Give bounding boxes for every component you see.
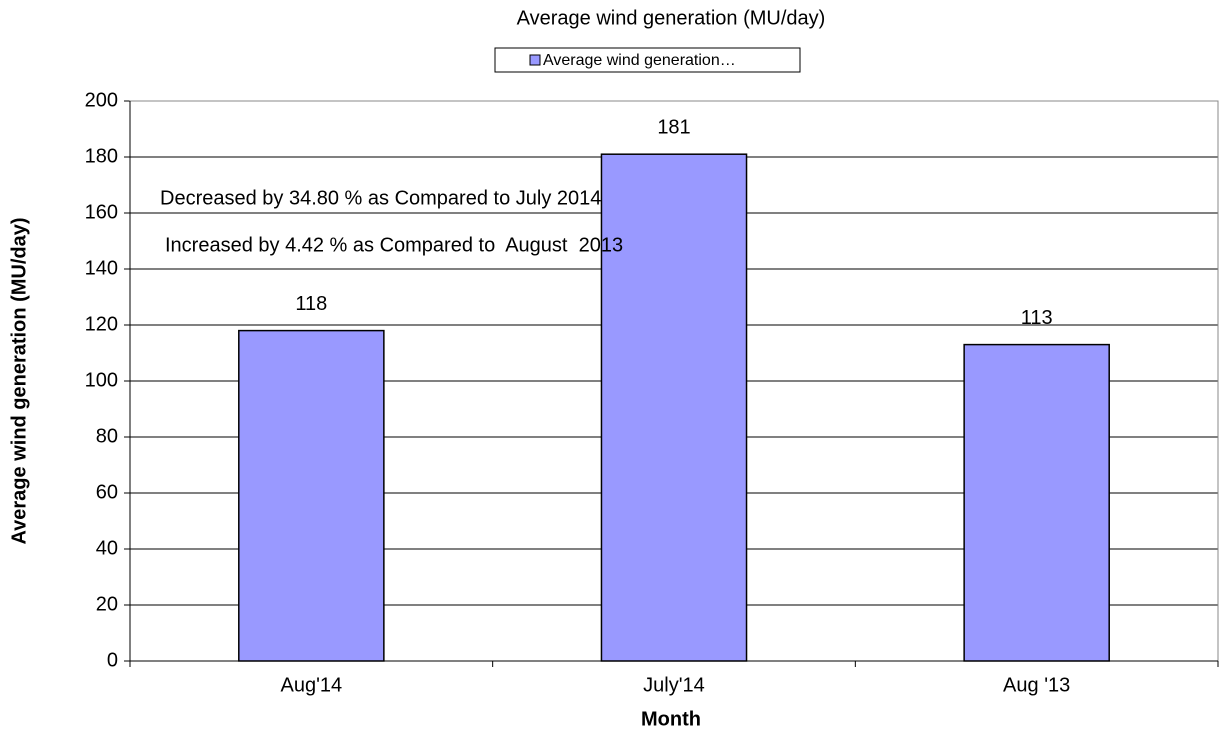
value-label: 118: [295, 293, 327, 315]
legend-box: [494, 47, 801, 73]
bar: [963, 343, 1110, 662]
bar: [600, 153, 748, 662]
value-label: 113: [1021, 307, 1053, 329]
y-tick-label: 100: [85, 369, 118, 391]
y-tick-label: 80: [96, 425, 118, 447]
bar: [238, 329, 385, 662]
chart-title: Average wind generation (MU/day): [517, 7, 826, 29]
y-tick-label: 140: [85, 257, 118, 279]
y-tick-label: 180: [85, 145, 118, 167]
y-tick-label: 160: [85, 201, 118, 223]
y-tick-label: 0: [107, 649, 118, 671]
y-tick-label: 200: [85, 89, 118, 111]
y-tick-label: 60: [96, 481, 118, 503]
annotation: Decreased by 34.80 % as Compared to July…: [160, 187, 601, 209]
y-tick-label: 40: [96, 537, 118, 559]
x-tick-label: Aug '13: [1003, 674, 1070, 696]
annotation: Increased by 4.42 % as Compared to Augus…: [165, 234, 623, 256]
value-label: 181: [657, 116, 690, 138]
y-axis-label: Average wind generation (MU/day): [8, 217, 30, 544]
x-tick-label: July'14: [643, 674, 705, 696]
legend-label: Average wind generation…: [543, 52, 736, 69]
x-tick-label: Aug'14: [281, 674, 343, 696]
y-tick-label: 20: [96, 593, 118, 615]
x-axis-label: Month: [641, 708, 701, 730]
y-tick-label: 120: [85, 313, 118, 335]
legend-swatch: [529, 54, 541, 66]
